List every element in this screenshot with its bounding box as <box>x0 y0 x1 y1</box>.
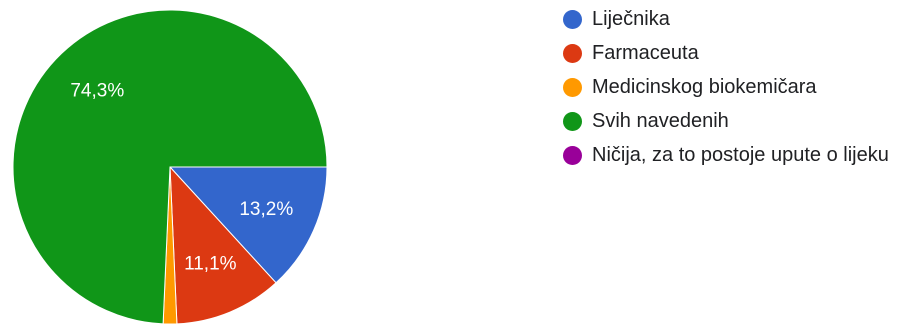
slice-label-farmaceuta: 11,1% <box>184 254 237 275</box>
legend-item-lijecnika: Liječnika <box>563 2 889 36</box>
legend-marker-circle <box>563 43 582 63</box>
legend-label: Medicinskog biokemičara <box>592 76 817 98</box>
legend-marker-circle <box>563 111 582 131</box>
legend-marker-circle <box>563 77 582 97</box>
pie-slice-lijecnika <box>168 166 328 284</box>
legend-item-medicinskog-biokemicara: Medicinskog biokemičara <box>563 70 889 104</box>
pie-slice-farmaceuta <box>169 165 277 324</box>
legend-label: Svih navedenih <box>592 110 729 132</box>
legend-item-nicija: Ničija, za to postoje upute o lijeku <box>563 138 889 172</box>
chart-legend: Liječnika Farmaceuta Medicinskog biokemi… <box>563 2 889 172</box>
legend-item-svih-navedenih: Svih navedenih <box>563 104 889 138</box>
pie-slice-svih-navedenih <box>12 9 328 324</box>
legend-marker-circle <box>563 9 582 29</box>
slice-label-svih-navedenih: 74,3% <box>70 81 124 102</box>
legend-marker-circle <box>563 145 582 165</box>
legend-label: Farmaceuta <box>592 42 699 64</box>
pie-slice-labels: 13,2% 11,1% 74,3% <box>70 81 293 275</box>
legend-label: Liječnika <box>592 8 670 30</box>
pie-slices <box>12 9 328 324</box>
pie-chart: 13,2% 11,1% 74,3% <box>12 9 328 324</box>
legend-item-farmaceuta: Farmaceuta <box>563 36 889 70</box>
legend-label: Ničija, za to postoje upute o lijeku <box>592 144 889 166</box>
slice-label-lijecnika: 13,2% <box>239 199 293 220</box>
